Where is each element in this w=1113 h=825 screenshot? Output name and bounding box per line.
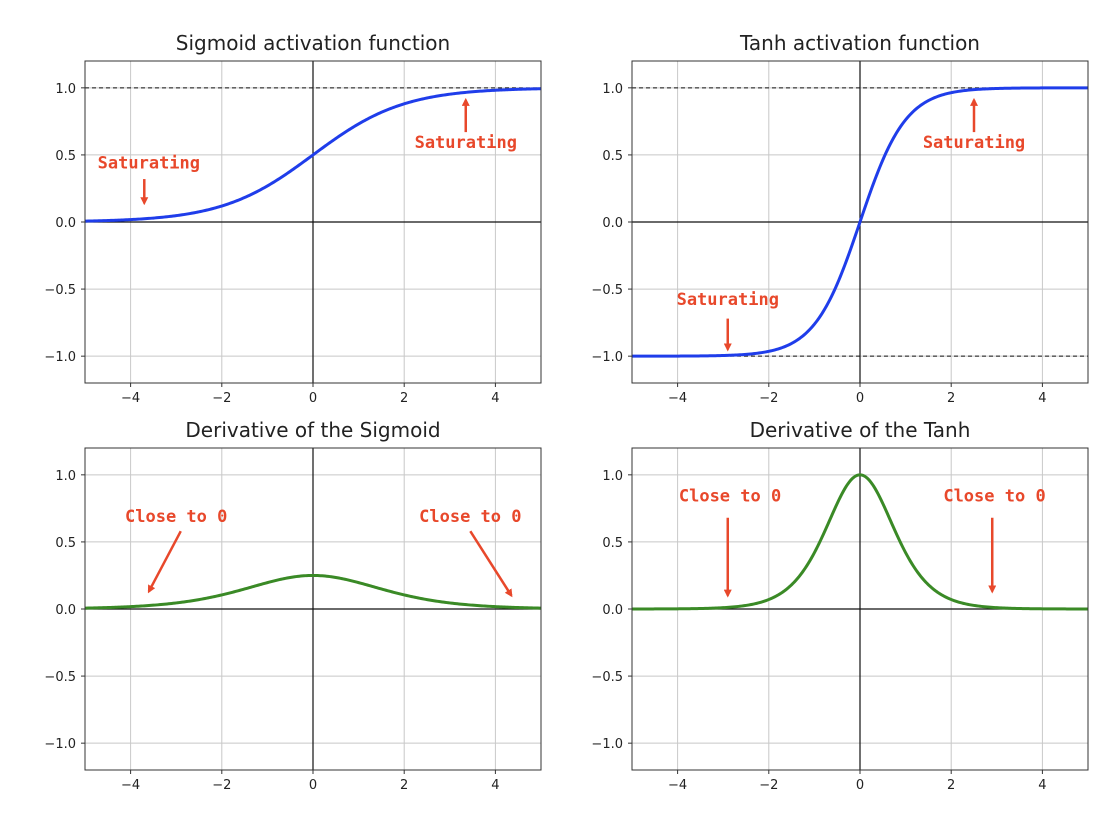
y-tick-label: −1.0: [591, 350, 623, 365]
y-tick-label: 0.0: [55, 603, 76, 618]
x-tick-label: −4: [121, 778, 140, 793]
y-tick-label: −0.5: [591, 283, 623, 298]
sigmoid-panel: Sigmoid activation function −4 −2 0 2 4 −1.0 −0…: [44, 31, 542, 406]
y-tick-label: −0.5: [44, 670, 76, 685]
plot-frame: [84, 60, 542, 384]
plot-frame: [631, 60, 1089, 384]
x-tick-label: 0: [856, 778, 864, 793]
annotation-label: Close to 0: [943, 487, 1045, 507]
chart-title: Derivative of the Tanh: [750, 418, 971, 442]
x-tick-label: 0: [309, 391, 317, 406]
annotation-arrow: [469, 530, 513, 598]
y-tick-label: 1.0: [602, 469, 623, 484]
x-tick-label: 0: [856, 391, 864, 406]
x-tick-label: 2: [947, 778, 955, 793]
x-tick-label: 4: [491, 778, 499, 793]
x-tick-label: 4: [1038, 391, 1046, 406]
x-tick-label: −4: [668, 391, 687, 406]
y-tick-label: −1.0: [591, 737, 623, 752]
y-tick-label: −0.5: [44, 283, 76, 298]
annotation-arrow: [147, 530, 182, 594]
x-tick-label: −2: [212, 391, 231, 406]
sigmoid-derivative-panel: Derivative of the Sigmoid −4 −2 0 2 4 −1.0 −0.5…: [44, 418, 542, 793]
tanh-panel: Tanh activation function −4 −2 0 2 4 −1.0 −0.5 0…: [591, 31, 1089, 406]
chart-title: Derivative of the Sigmoid: [185, 418, 440, 442]
annotation-label: Saturating: [923, 133, 1025, 153]
y-tick-label: −1.0: [44, 350, 76, 365]
plot-frame: [631, 447, 1089, 771]
x-tick-label: 2: [400, 391, 408, 406]
x-tick-label: 0: [309, 778, 317, 793]
y-tick-label: 0.5: [602, 536, 623, 551]
x-tick-label: −2: [759, 778, 778, 793]
y-tick-label: 0.0: [55, 216, 76, 231]
y-tick-label: 1.0: [55, 469, 76, 484]
x-tick-label: −2: [212, 778, 231, 793]
x-tick-label: −4: [668, 778, 687, 793]
annotation-label: Saturating: [98, 153, 200, 173]
y-tick-label: 0.5: [55, 536, 76, 551]
annotation-label: Close to 0: [679, 487, 781, 507]
annotation-label: Close to 0: [125, 507, 227, 527]
y-tick-label: 0.0: [602, 216, 623, 231]
curve-sigmoid_derivative: [84, 573, 542, 610]
x-tick-label: 4: [491, 391, 499, 406]
y-tick-label: 1.0: [55, 82, 76, 97]
y-tick-label: 0.5: [55, 149, 76, 164]
curve-tanh: [632, 86, 1088, 358]
y-tick-label: 1.0: [602, 82, 623, 97]
annotation-label: Saturating: [677, 290, 779, 310]
x-tick-label: −4: [121, 391, 140, 406]
tanh-derivative-panel: Derivative of the Tanh −4 −2 0 2 4 −1.0 −0.5 0.0…: [591, 418, 1089, 793]
y-tick-label: 0.5: [602, 149, 623, 164]
y-tick-label: 0.0: [602, 603, 623, 618]
curve-sigmoid: [84, 87, 542, 223]
x-tick-label: 2: [400, 778, 408, 793]
curve-tanh_derivative: [631, 473, 1089, 611]
x-tick-label: −2: [759, 391, 778, 406]
x-tick-label: 2: [947, 391, 955, 406]
annotation-label: Close to 0: [419, 507, 521, 527]
chart-title: Sigmoid activation function: [176, 31, 450, 55]
annotation-label: Saturating: [415, 133, 517, 153]
y-tick-label: −0.5: [591, 670, 623, 685]
x-tick-label: 4: [1038, 778, 1046, 793]
chart-title: Tanh activation function: [739, 31, 980, 55]
y-tick-label: −1.0: [44, 737, 76, 752]
plot-frame: [84, 447, 542, 771]
